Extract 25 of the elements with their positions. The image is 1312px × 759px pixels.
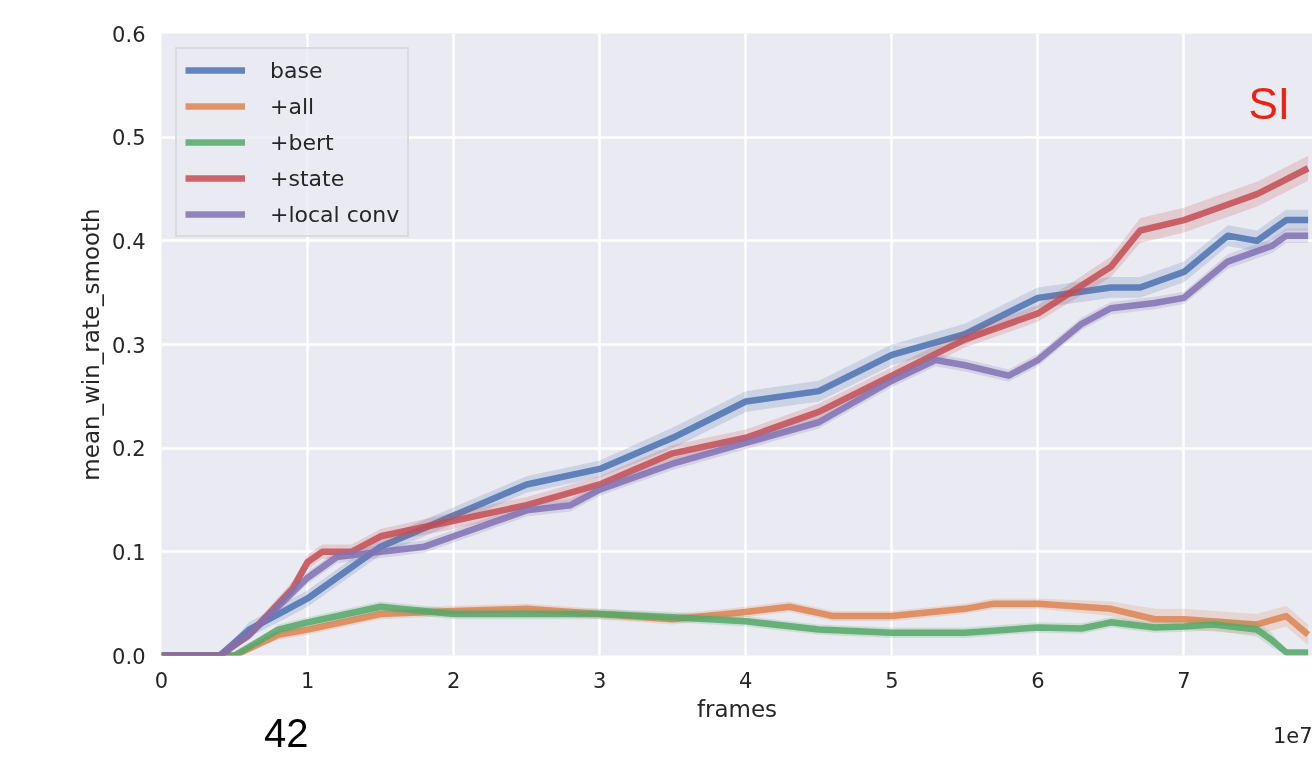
x-tick-label: 1 bbox=[300, 668, 315, 693]
legend-label: +all bbox=[270, 93, 315, 119]
x-tick-label: 4 bbox=[739, 668, 753, 693]
x-axis-title: frames bbox=[696, 695, 778, 722]
y-tick-label: 0.1 bbox=[112, 540, 146, 565]
y-tick-label: 0.2 bbox=[112, 437, 146, 462]
x-tick-label: 0 bbox=[154, 668, 169, 693]
y-tick-label: 0.5 bbox=[112, 126, 146, 151]
legend-label: +local conv bbox=[270, 201, 400, 227]
x-tick-label: 6 bbox=[1031, 668, 1045, 693]
legend-label: base bbox=[270, 57, 323, 83]
x-tick-label: 2 bbox=[446, 668, 461, 693]
x-tick-label: 3 bbox=[593, 668, 607, 693]
y-tick-label: 0.4 bbox=[112, 229, 146, 254]
legend-label: +state bbox=[270, 165, 345, 191]
y-tick-label: 0.6 bbox=[112, 22, 146, 47]
annotation: SI bbox=[1248, 79, 1291, 128]
legend-label: +bert bbox=[270, 129, 334, 155]
x-tick-label: 5 bbox=[885, 668, 899, 693]
y-tick-label: 0.3 bbox=[112, 333, 146, 358]
y-tick-label: 0.0 bbox=[112, 644, 146, 669]
x-tick-label: 7 bbox=[1177, 668, 1191, 693]
annotation: 1e7 bbox=[1273, 723, 1312, 750]
annotation: 42 bbox=[264, 710, 309, 757]
y-axis-title: mean_win_rate_smooth bbox=[78, 208, 105, 481]
